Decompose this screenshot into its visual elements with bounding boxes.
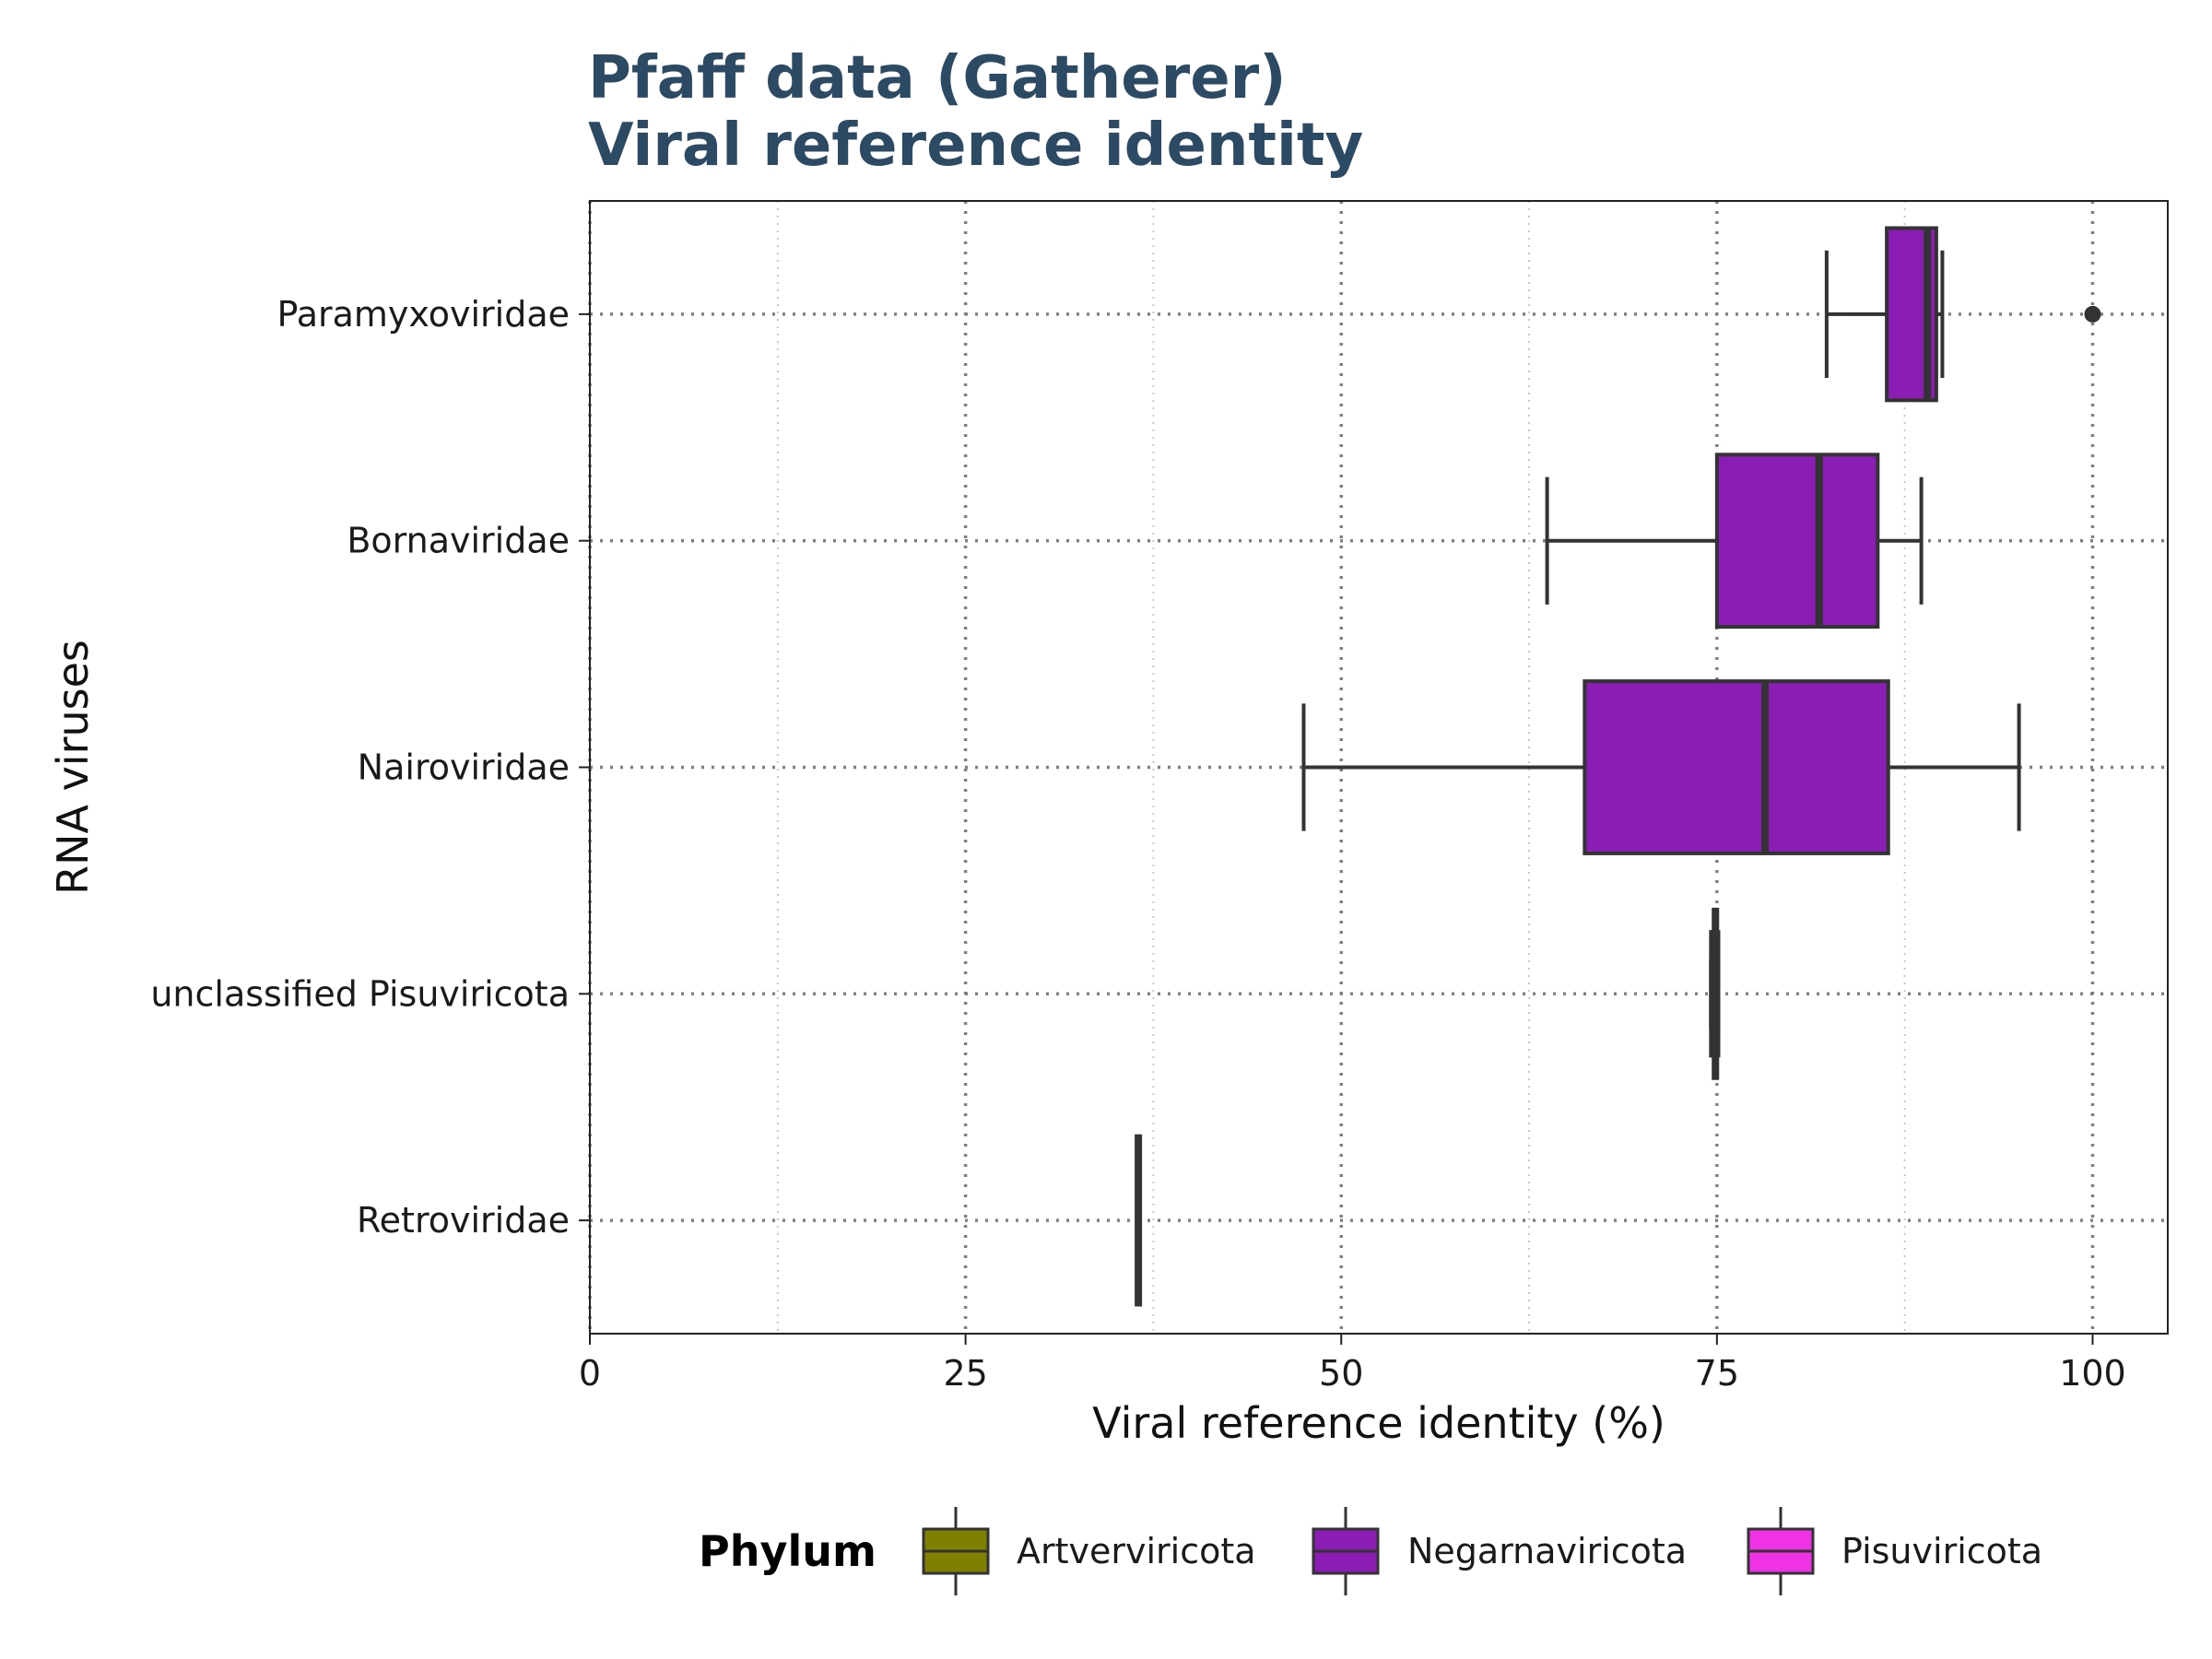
x-axis-title: Viral reference identity (%) bbox=[1092, 1398, 1665, 1448]
box-paramyxoviridae bbox=[1824, 226, 2101, 403]
axes: 0 25 50 75 100 Paramyxoviridae Bornaviridae Nai… bbox=[48, 294, 2126, 1448]
y-tick-label: Retroviridae bbox=[357, 1200, 570, 1241]
chart-title-line: Viral reference identity bbox=[588, 112, 1363, 180]
x-tick-label: 50 bbox=[1319, 1353, 1363, 1394]
x-tick-label: 100 bbox=[2059, 1353, 2126, 1394]
legend-label: Pisuviricota bbox=[1841, 1531, 2042, 1571]
legend-item-pisuviricota: Pisuviricota bbox=[1747, 1507, 2042, 1595]
box-plots bbox=[1135, 226, 2101, 1307]
y-axis-title: RNA viruses bbox=[48, 640, 98, 895]
box-iqr bbox=[1583, 679, 1890, 855]
x-tick-label: 25 bbox=[943, 1353, 987, 1394]
legend: Phylum Artverviricota Negarnaviricota Pisuv… bbox=[699, 1507, 2042, 1595]
y-tick-label: Paramyxoviridae bbox=[277, 294, 571, 335]
legend-label: Negarnaviricota bbox=[1407, 1531, 1687, 1571]
legend-label: Artverviricota bbox=[1017, 1531, 1256, 1571]
chart-title-line: Pfaff data (Gatherer) bbox=[588, 44, 1286, 112]
chart-title: Pfaff data (Gatherer)Viral reference ide… bbox=[588, 44, 1363, 180]
legend-item-negarnaviricota: Negarnaviricota bbox=[1312, 1507, 1687, 1595]
y-tick-label: Nairoviridae bbox=[358, 747, 570, 788]
legend-title: Phylum bbox=[699, 1526, 877, 1576]
box-nairoviridae bbox=[1301, 679, 2021, 855]
legend-item-artverviricota: Artverviricota bbox=[922, 1507, 1256, 1595]
outlier-point bbox=[2084, 305, 2101, 323]
x-tick-label: 0 bbox=[579, 1353, 601, 1394]
box-iqr bbox=[1714, 453, 1880, 629]
box-unclassified-pisuviricota bbox=[1709, 907, 1721, 1080]
y-tick-label: unclassified Pisuviricota bbox=[150, 973, 570, 1014]
box-bornaviridae bbox=[1545, 453, 1924, 629]
y-tick-label: Bornaviridae bbox=[347, 521, 570, 561]
x-tick-label: 75 bbox=[1695, 1353, 1739, 1394]
